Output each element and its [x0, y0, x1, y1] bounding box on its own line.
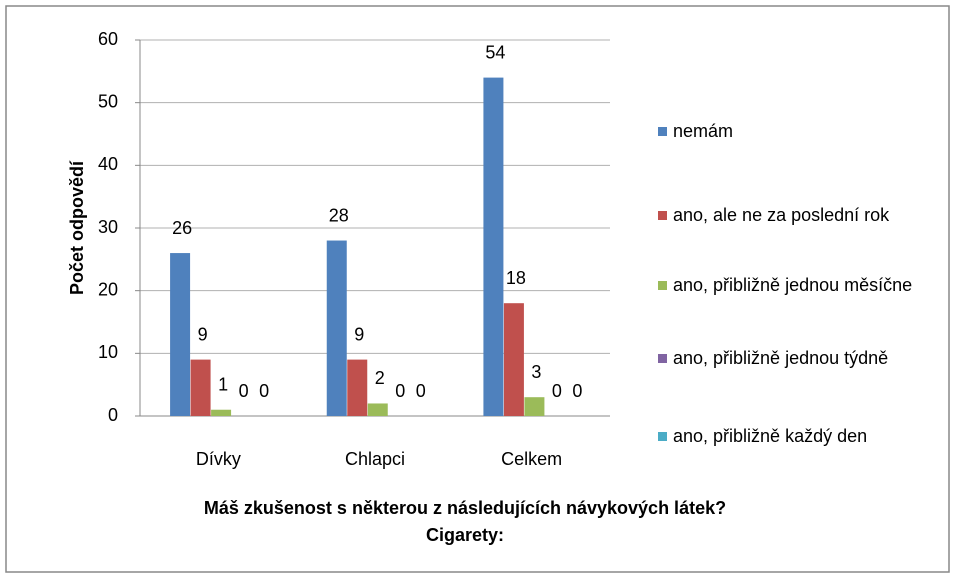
legend-label: ano, přibližně jednou týdně — [673, 348, 889, 368]
y-tick-label: 30 — [98, 217, 118, 237]
bar — [483, 77, 504, 416]
legend-item: ano, přibližně jednou měsíčne — [658, 272, 948, 298]
legend-label: ano, přibližně každý den — [673, 426, 868, 446]
data-label: 0 — [416, 381, 426, 401]
x-tick-label: Dívky — [196, 449, 241, 469]
legend-item: ano, přibližně každý den — [658, 423, 948, 449]
legend-item: ano, ale ne za poslední rok — [658, 202, 948, 228]
data-label: 0 — [395, 381, 405, 401]
data-label: 54 — [485, 42, 505, 62]
data-label: 1 — [218, 374, 228, 394]
legend-label: ano, ale ne za poslední rok — [673, 205, 890, 225]
data-label: 0 — [552, 381, 562, 401]
chart-subtitle: Cigarety: — [426, 525, 504, 545]
bar — [170, 253, 191, 416]
data-label: 9 — [354, 324, 364, 344]
data-label: 26 — [172, 218, 192, 238]
legend-label: ano, přibližně jednou měsíčne — [673, 275, 913, 295]
data-label: 2 — [375, 368, 385, 388]
y-tick-label: 0 — [108, 405, 118, 425]
y-tick-label: 20 — [98, 279, 118, 299]
data-label: 0 — [259, 381, 269, 401]
legend-swatch — [658, 127, 667, 136]
bar — [503, 303, 524, 416]
bar — [367, 403, 388, 416]
bar — [326, 240, 347, 416]
bar — [347, 359, 368, 416]
x-tick-label: Chlapci — [345, 449, 405, 469]
data-label: 9 — [198, 324, 208, 344]
bar — [190, 359, 211, 416]
legend-swatch — [658, 354, 667, 363]
data-label: 18 — [506, 268, 526, 288]
data-label: 28 — [329, 205, 349, 225]
legend-swatch — [658, 211, 667, 220]
frame-border — [5, 5, 950, 573]
data-label: 0 — [572, 381, 582, 401]
bar — [524, 397, 545, 416]
legend-item: nemám — [658, 118, 948, 144]
chart-title: Máš zkušenost s některou z následujících… — [204, 498, 726, 518]
data-label: 0 — [239, 381, 249, 401]
y-tick-label: 60 — [98, 29, 118, 49]
legend-label: nemám — [673, 121, 734, 141]
y-tick-label: 50 — [98, 91, 118, 111]
y-tick-label: 10 — [98, 342, 118, 362]
legend-item: ano, přibližně jednou týdně — [658, 345, 948, 371]
data-label: 3 — [531, 362, 541, 382]
y-axis-label: Počet odpovědí — [67, 160, 87, 295]
bar — [211, 409, 232, 416]
y-tick-label: 40 — [98, 154, 118, 174]
legend-swatch — [658, 281, 667, 290]
x-tick-label: Celkem — [501, 449, 562, 469]
legend-swatch — [658, 432, 667, 441]
